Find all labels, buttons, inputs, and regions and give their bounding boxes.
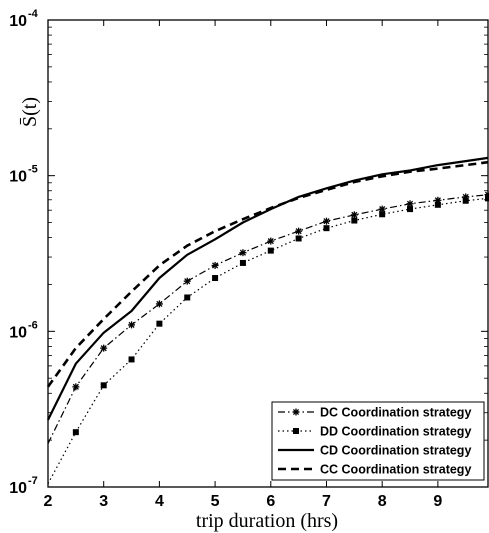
data-point bbox=[295, 227, 303, 235]
star-stroke bbox=[184, 278, 191, 285]
data-point bbox=[351, 217, 358, 224]
star-stroke bbox=[267, 238, 274, 245]
legend-entry: CD Coordination strategy bbox=[320, 444, 471, 458]
y-tick-exponent: -5 bbox=[28, 164, 38, 176]
x-tick-label: 9 bbox=[433, 493, 442, 510]
y-tick-exponent: -4 bbox=[28, 8, 39, 20]
data-point bbox=[128, 321, 136, 329]
data-point bbox=[462, 197, 469, 204]
data-point bbox=[434, 201, 441, 208]
data-point bbox=[267, 237, 275, 245]
x-tick-label: 2 bbox=[44, 493, 53, 510]
star-stroke bbox=[295, 228, 302, 235]
data-point bbox=[128, 356, 135, 363]
data-point bbox=[211, 261, 219, 269]
y-tick-label: 10 bbox=[9, 480, 27, 497]
star-stroke bbox=[406, 200, 414, 207]
x-tick-label: 6 bbox=[266, 493, 275, 510]
x-tick-label: 4 bbox=[155, 493, 164, 510]
star-stroke bbox=[351, 211, 358, 218]
star-stroke bbox=[72, 383, 79, 390]
data-point bbox=[323, 225, 330, 232]
axis-ticks: 2 3 4 5 6 7 8 910-710-610-510-4 bbox=[9, 8, 488, 510]
star-stroke bbox=[128, 321, 135, 328]
star-stroke bbox=[212, 262, 219, 269]
data-point bbox=[406, 200, 414, 208]
data-point bbox=[72, 383, 80, 391]
data-point bbox=[239, 259, 246, 266]
legend-marker bbox=[293, 428, 299, 434]
legend-entry: DD Coordination strategy bbox=[320, 425, 471, 439]
data-point bbox=[350, 211, 358, 219]
star-stroke bbox=[292, 408, 300, 416]
data-point bbox=[155, 300, 163, 308]
star-stroke bbox=[156, 300, 163, 307]
data-point bbox=[100, 382, 107, 389]
y-tick-label: 10 bbox=[9, 13, 27, 30]
x-tick-label: 3 bbox=[99, 493, 108, 510]
data-point bbox=[183, 277, 191, 285]
legend-entry: DC Coordination strategy bbox=[320, 406, 471, 420]
star-stroke bbox=[323, 218, 330, 225]
x-tick-label: 7 bbox=[322, 493, 331, 510]
legend-box bbox=[271, 401, 485, 481]
legend: DC Coordination strategy DD Coordination … bbox=[271, 401, 485, 481]
star-stroke bbox=[379, 206, 386, 213]
y-tick-label: 10 bbox=[9, 324, 27, 341]
star-stroke bbox=[100, 345, 107, 352]
data-point bbox=[72, 429, 79, 436]
data-point bbox=[407, 206, 414, 213]
y-tick-exponent: -6 bbox=[28, 319, 38, 331]
data-point bbox=[267, 247, 274, 254]
legend-entry: CC Coordination strategy bbox=[320, 463, 471, 477]
data-point bbox=[184, 294, 191, 301]
data-point bbox=[239, 249, 247, 257]
data-point bbox=[322, 217, 330, 225]
data-point bbox=[100, 344, 108, 352]
series-lines bbox=[46, 156, 489, 484]
x-axis-label: trip duration (hrs) bbox=[196, 510, 338, 532]
y-tick-exponent: -7 bbox=[28, 475, 38, 487]
y-tick-label: 10 bbox=[9, 169, 27, 186]
data-point bbox=[485, 195, 489, 202]
data-point bbox=[295, 235, 302, 242]
star-stroke bbox=[239, 249, 246, 256]
data-point bbox=[156, 320, 163, 327]
series-line bbox=[46, 160, 489, 388]
data-point bbox=[212, 275, 219, 282]
data-point bbox=[379, 211, 386, 218]
legend-marker bbox=[292, 408, 300, 416]
y-axis-label: S̄(t) bbox=[19, 97, 41, 127]
x-tick-label: 5 bbox=[211, 493, 220, 510]
x-tick-label: 8 bbox=[378, 493, 387, 510]
